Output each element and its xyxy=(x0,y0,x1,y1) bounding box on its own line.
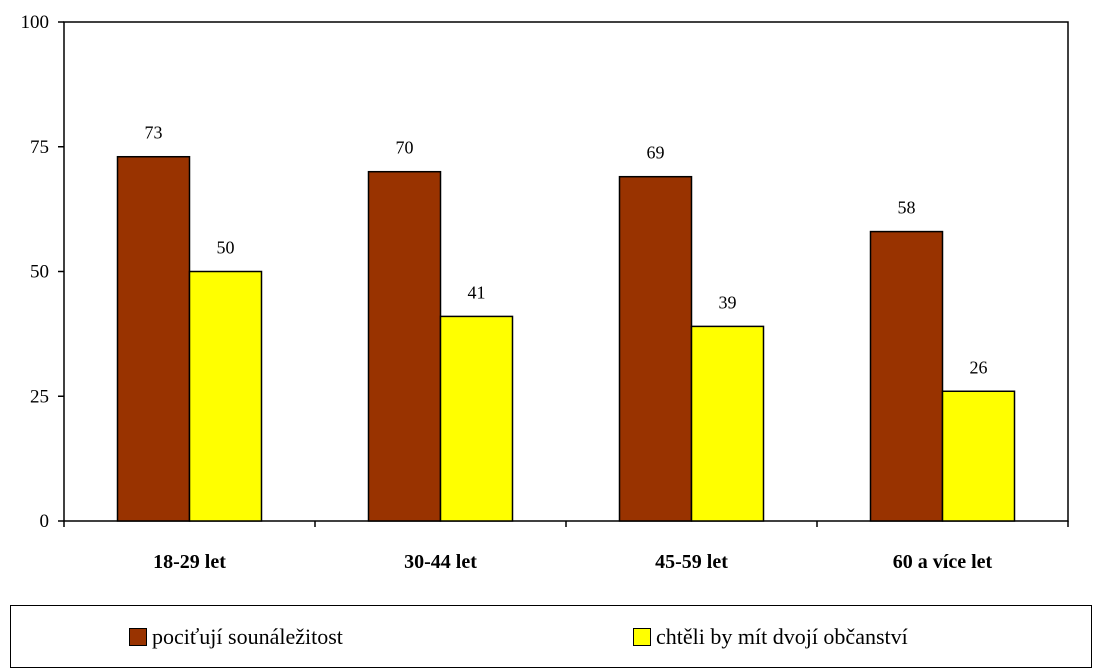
data-label-series-2: 50 xyxy=(217,238,235,258)
legend: pociťují sounáležitost chtěli by mít dvo… xyxy=(10,605,1092,668)
bar-series-1 xyxy=(116,155,191,522)
legend-swatch-series-2 xyxy=(633,628,651,646)
data-label-series-1: 73 xyxy=(145,123,163,143)
y-tick-label: 25 xyxy=(30,386,49,407)
data-label-series-2: 39 xyxy=(719,292,737,312)
data-label-series-1: 58 xyxy=(898,198,916,218)
x-category-label: 60 a více let xyxy=(893,551,993,573)
x-axis: 18-29 let 30-44 let 45-59 let 60 a více let xyxy=(63,521,1069,573)
legend-swatch-series-1 xyxy=(129,628,147,646)
data-label-series-1: 70 xyxy=(396,138,414,158)
x-category-label: 45-59 let xyxy=(655,551,728,573)
bar-series-1 xyxy=(618,175,693,522)
y-tick-label: 0 xyxy=(40,511,50,532)
legend-item-series-2: chtěli by mít dvojí občanství xyxy=(633,624,908,650)
bar-series-1 xyxy=(869,230,944,522)
bar-series-2 xyxy=(941,390,1016,522)
legend-label-series-2: chtěli by mít dvojí občanství xyxy=(656,624,908,649)
y-tick-label: 75 xyxy=(30,137,49,158)
legend-label-series-1: pociťují sounáležitost xyxy=(152,624,343,649)
bar-series-2 xyxy=(439,315,514,522)
data-label-series-1: 69 xyxy=(647,143,665,163)
data-label-series-2: 41 xyxy=(468,282,486,302)
bars xyxy=(116,155,1016,522)
legend-item-series-1: pociťují sounáležitost xyxy=(129,624,343,650)
bar-series-2 xyxy=(188,270,263,522)
bar-series-1 xyxy=(367,170,442,522)
x-category-label: 18-29 let xyxy=(153,551,226,573)
x-category-label: 30-44 let xyxy=(404,551,477,573)
y-tick-label: 50 xyxy=(30,262,49,283)
y-tick-label: 100 xyxy=(21,12,50,33)
data-labels: 73 70 69 58 50 41 39 26 xyxy=(145,123,988,378)
bar-series-2 xyxy=(690,325,765,522)
bar-chart: 0 25 50 75 100 18-29 let 30-44 let 45-59 let 60… xyxy=(21,12,1069,573)
y-axis: 0 25 50 75 100 xyxy=(21,12,64,532)
data-label-series-2: 26 xyxy=(970,357,988,377)
